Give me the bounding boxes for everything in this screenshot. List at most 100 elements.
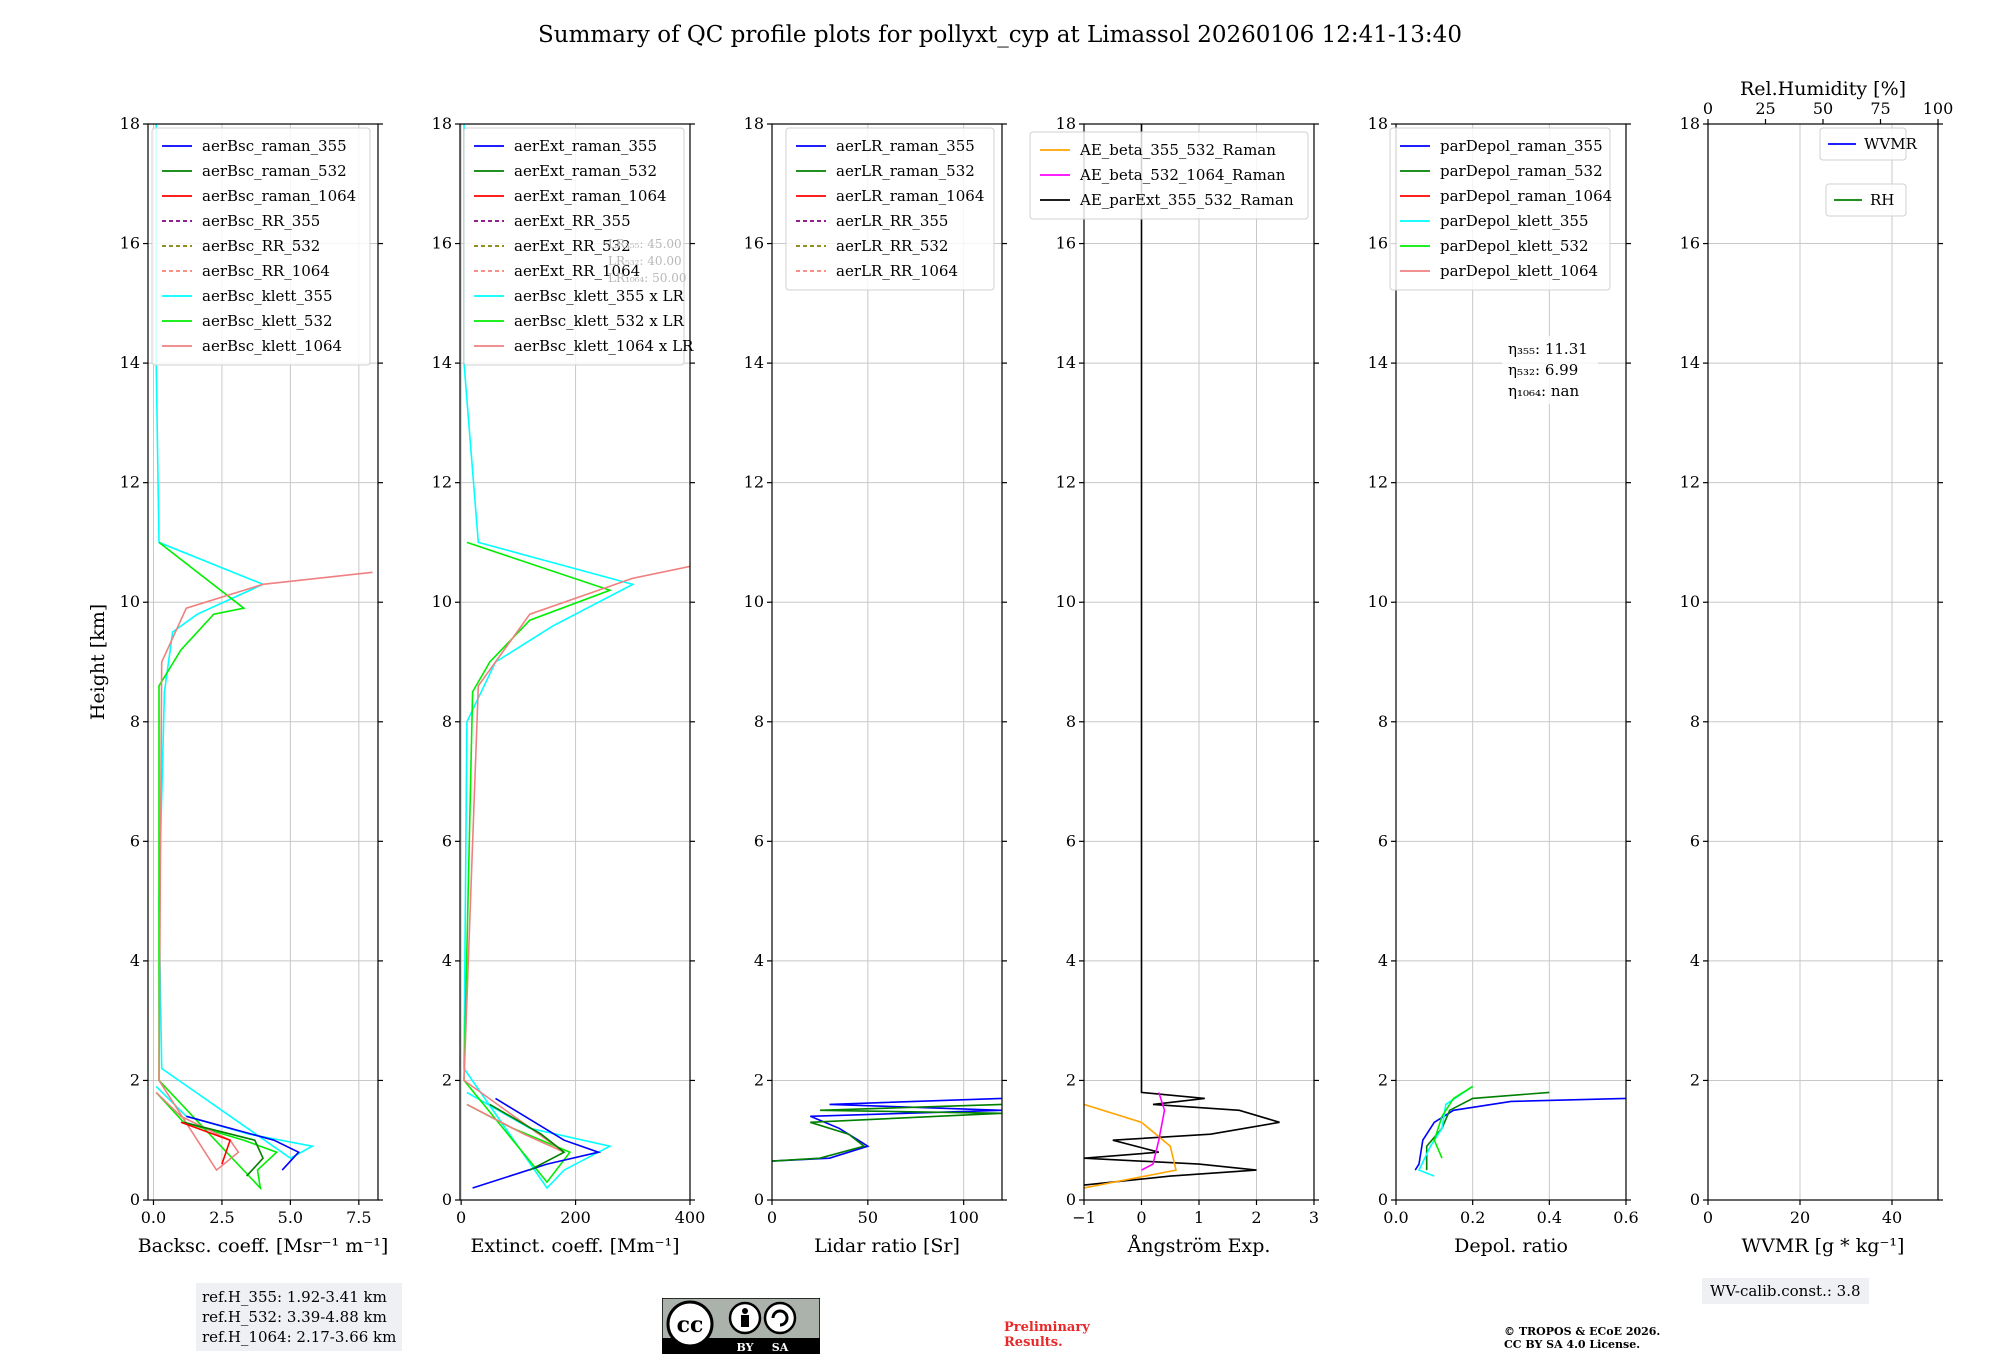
top-x-tick-label-25: 25 <box>1755 99 1775 118</box>
y-tick-label-4: 4 <box>130 951 140 970</box>
legend-depol: parDepol_raman_355 parDepol_raman_532 parD… <box>1389 127 1612 291</box>
y-tick-label-14: 14 <box>1680 353 1700 372</box>
top-x-axis-label: Rel.Humidity [%] <box>1740 78 1906 100</box>
y-tick-label-2: 2 <box>130 1070 140 1089</box>
y-tick-label-12: 12 <box>432 473 452 492</box>
series-aerBsc_klett_532 x LR <box>463 541 613 1184</box>
preliminary-line-1: Preliminary <box>1004 1320 1090 1335</box>
copyright-line-2: CC BY SA 4.0 License. <box>1504 1338 1641 1351</box>
copyright-note: © TROPOS & ECoE 2026. CC BY SA 4.0 Licen… <box>1504 1325 1660 1351</box>
y-tick-label-12: 12 <box>120 473 140 492</box>
top-x-tick-label-50: 50 <box>1813 99 1833 118</box>
reference-height-box: ref.H_355: 1.92-3.41 km ref.H_532: 3.39-… <box>196 1283 403 1351</box>
legend-label-AE_parExt_355_532_Raman: AE_parExt_355_532_Raman <box>1079 191 1294 209</box>
series-aerBsc_klett_532 <box>155 541 279 1191</box>
badge-by-label: BY <box>737 1341 754 1354</box>
y-tick-label-0: 0 <box>1066 1190 1076 1209</box>
eta-annotation: η₃₅₅: 11.31 η₅₃₂: 6.99 η₁₀₆₄: nan <box>1502 336 1598 404</box>
cc-by-sa-license-badge: cc BY SA <box>662 1298 820 1354</box>
y-tick-label-16: 16 <box>120 234 140 253</box>
y-tick-label-12: 12 <box>1368 473 1388 492</box>
y-tick-label-14: 14 <box>120 353 140 372</box>
y-tick-label-18: 18 <box>1680 114 1700 133</box>
y-tick-label-8: 8 <box>754 712 764 731</box>
series-AE_beta_532_1064_Raman <box>1141 1092 1166 1171</box>
series-AE_beta_355_532_Raman <box>1084 1103 1177 1189</box>
axes-frame <box>147 123 379 1201</box>
y-tick-label-6: 6 <box>130 831 140 850</box>
legend-box <box>1389 127 1611 291</box>
x-axis-label-backscatter: Backsc. coeff. [Msr⁻¹ m⁻¹] <box>138 1235 389 1257</box>
series-aerBsc_klett_355 x LR <box>463 124 635 1190</box>
y-tick-label-8: 8 <box>1066 712 1076 731</box>
y-tick-label-16: 16 <box>1680 234 1700 253</box>
legend-wvmr: WVMR RH <box>1819 127 1918 217</box>
series-aerBsc_raman_355 <box>186 1115 300 1171</box>
top-x-tick-label-75: 75 <box>1870 99 1890 118</box>
series-aerBsc_raman_532 <box>183 1121 264 1177</box>
legend-label-aerLR_RR_532: aerLR_RR_532 <box>836 237 948 255</box>
series-aerLR_raman_355 <box>772 1097 1002 1162</box>
legend-label-aerExt_raman_532: aerExt_raman_532 <box>514 162 657 180</box>
y-tick-label-6: 6 <box>1066 831 1076 850</box>
y-tick-label-10: 10 <box>432 592 452 611</box>
y-tick-label-0: 0 <box>754 1190 764 1209</box>
panel-lidar_ratio: 0 2 4 6 8 10 12 14 16 18 0 50 100 Lidar ratio [Sr] aer… <box>744 114 1007 1257</box>
x-tick-label-0.4: 0.4 <box>1537 1208 1562 1227</box>
preliminary-results-note: Preliminary Results. <box>1004 1320 1090 1350</box>
y-tick-label-18: 18 <box>744 114 764 133</box>
legend-label-aerBsc_RR_1064: aerBsc_RR_1064 <box>202 262 330 280</box>
y-tick-label-4: 4 <box>754 951 764 970</box>
figure-title: Summary of QC profile plots for pollyxt_… <box>538 22 1462 48</box>
legend-label-aerBsc_klett_1064: aerBsc_klett_1064 <box>202 337 342 355</box>
copyright-line-1: © TROPOS & ECoE 2026. <box>1504 1325 1661 1338</box>
legend-box-RH <box>1825 183 1907 217</box>
legend-label-WVMR: WVMR <box>1864 135 1918 153</box>
wv-calibration-box: WV-calib.const.: 3.8 <box>1702 1278 1869 1304</box>
x-tick-label-0: 0 <box>456 1208 466 1227</box>
legend-label-aerBsc_raman_355: aerBsc_raman_355 <box>202 137 347 155</box>
y-tick-label-16: 16 <box>432 234 452 253</box>
legend-lidar_ratio: aerLR_raman_355 aerLR_raman_532 aerLR_rama… <box>785 127 995 291</box>
x-tick-label-0.2: 0.2 <box>1460 1208 1485 1227</box>
preliminary-line-2: Results. <box>1004 1335 1063 1350</box>
legend-label-parDepol_klett_1064: parDepol_klett_1064 <box>1440 262 1598 280</box>
y-tick-label-4: 4 <box>442 951 452 970</box>
y-tick-label-10: 10 <box>1056 592 1076 611</box>
series-aerBsc_raman_1064 <box>180 1121 232 1165</box>
y-tick-label-8: 8 <box>1378 712 1388 731</box>
y-tick-label-4: 4 <box>1690 951 1700 970</box>
x-tick-label-0: 0 <box>1703 1208 1713 1227</box>
y-tick-label-14: 14 <box>1368 353 1388 372</box>
legend-label-aerExt_raman_1064: aerExt_raman_1064 <box>514 187 667 205</box>
x-axis-label-lidar_ratio: Lidar ratio [Sr] <box>814 1235 960 1257</box>
y-tick-label-2: 2 <box>442 1070 452 1089</box>
y-tick-label-2: 2 <box>754 1070 764 1089</box>
x-tick-label-50: 50 <box>858 1208 878 1227</box>
legend-box-WVMR <box>1819 127 1907 161</box>
legend-label-aerBsc_klett_355: aerBsc_klett_355 <box>202 287 333 305</box>
series-aerLR_raman_532 <box>772 1103 1002 1162</box>
legend-label-aerBsc_RR_355: aerBsc_RR_355 <box>202 212 320 230</box>
x-tick-label-100: 100 <box>948 1208 979 1227</box>
y-tick-label-8: 8 <box>442 712 452 731</box>
legend-label-AE_beta_355_532_Raman: AE_beta_355_532_Raman <box>1079 141 1276 159</box>
x-tick-label-20: 20 <box>1790 1208 1810 1227</box>
legend-label-parDepol_raman_355: parDepol_raman_355 <box>1440 137 1603 155</box>
y-tick-label-18: 18 <box>432 114 452 133</box>
y-tick-label-2: 2 <box>1690 1070 1700 1089</box>
x-tick-label-−1: −1 <box>1072 1208 1096 1227</box>
y-tick-label-16: 16 <box>1368 234 1388 253</box>
svg-text:cc: cc <box>677 1312 704 1338</box>
y-tick-label-0: 0 <box>1378 1190 1388 1209</box>
legend-box <box>785 127 995 291</box>
lr-annotation-1: LR₅₃₂: 40.00 <box>608 254 682 268</box>
y-tick-label-2: 2 <box>1378 1070 1388 1089</box>
y-tick-label-0: 0 <box>1690 1190 1700 1209</box>
legend-label-aerExt_RR_532: aerExt_RR_532 <box>514 237 631 255</box>
y-tick-label-10: 10 <box>120 592 140 611</box>
ref-height-355: ref.H_355: 1.92-3.41 km <box>202 1288 387 1306</box>
x-tick-label-0.0: 0.0 <box>141 1208 166 1227</box>
y-tick-label-2: 2 <box>1066 1070 1076 1089</box>
legend-label-parDepol_klett_355: parDepol_klett_355 <box>1440 212 1589 230</box>
